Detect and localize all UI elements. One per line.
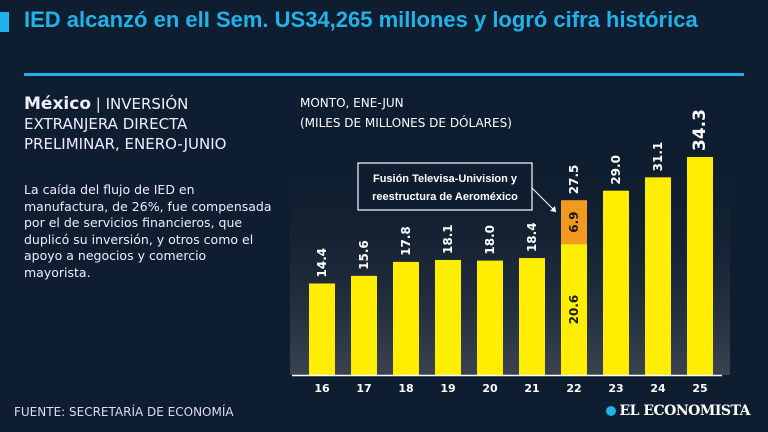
chart-subtitle: México | INVERSIÓN EXTRANJERA DIRECTA PR… — [24, 94, 274, 154]
x-tick-label: 18 — [398, 382, 413, 395]
x-tick-label: 17 — [356, 382, 371, 395]
bar-22-extra — [561, 200, 587, 245]
title-divider — [24, 73, 744, 76]
bar-22-base — [561, 244, 587, 375]
bar-18 — [393, 261, 419, 375]
bar-24 — [645, 177, 671, 375]
bar-17 — [351, 275, 377, 375]
x-tick-label: 20 — [482, 382, 498, 395]
bar-23 — [603, 190, 629, 375]
bar-25 — [687, 157, 713, 375]
chart-title-line-2: (MILES DE MILLONES DE DÓLARES) — [300, 115, 512, 130]
logo-icon — [606, 406, 617, 416]
bar-value-label: 14.4 — [315, 248, 329, 278]
x-tick-label: 24 — [650, 382, 666, 395]
description: La caída del flujo de IED en manufactura… — [24, 182, 272, 280]
annotation: Fusión Televisa-Univision y reestructura… — [357, 162, 557, 213]
x-tick-label: 16 — [314, 382, 330, 395]
bar-value-label: 29.0 — [609, 155, 623, 185]
title-accent-bar — [0, 12, 9, 32]
annotation-line-2: reestructura de Aeroméxico — [372, 191, 518, 203]
bar-20 — [477, 260, 503, 375]
bar-value-label: 27.5 — [567, 165, 581, 195]
bar-extra-label: 6.9 — [567, 212, 581, 233]
annotation-arrowhead — [550, 206, 556, 212]
bar-21 — [519, 258, 545, 375]
bar-base-label: 20.6 — [567, 295, 581, 325]
bar-value-label: 31.1 — [651, 142, 665, 172]
bar-value-label: 18.0 — [483, 225, 497, 255]
bar-value-label: 18.4 — [525, 222, 539, 252]
page-title: IED alcanzó en elI Sem. US34,265 millone… — [24, 7, 698, 32]
bar-16 — [309, 283, 335, 375]
separator: | — [95, 95, 101, 113]
country-label: México — [24, 94, 91, 114]
subtitle-text: INVERSIÓN EXTRANJERA DIRECTA PRELIMINAR,… — [24, 95, 227, 153]
chart-title-line-1: MONTO, ENE-JUN — [300, 96, 404, 110]
annotation-arrow — [531, 187, 557, 213]
bar-19 — [435, 259, 461, 375]
x-tick-label: 21 — [524, 382, 539, 395]
brand-logo: EL ECONOMISTA — [606, 403, 750, 419]
bar-value-label: 15.6 — [357, 240, 371, 270]
bar-value-label: 34.3 — [690, 109, 710, 151]
x-tick-label: 22 — [566, 382, 581, 395]
brand-name: EL ECONOMISTA — [619, 403, 750, 419]
annotation-box — [357, 162, 533, 211]
x-tick-label: 23 — [608, 382, 623, 395]
bar-value-label: 17.8 — [399, 226, 413, 256]
x-tick-label: 19 — [440, 382, 455, 395]
x-tick-label: 25 — [692, 382, 707, 395]
bar-value-label: 18.1 — [441, 224, 455, 254]
source-note: FUENTE: SECRETARÍA DE ECONOMÍA — [14, 405, 234, 419]
bar-chart: MONTO, ENE-JUN (MILES DE MILLONES DE DÓL… — [290, 96, 730, 395]
annotation-line-1: Fusión Televisa-Univision y — [373, 173, 518, 185]
